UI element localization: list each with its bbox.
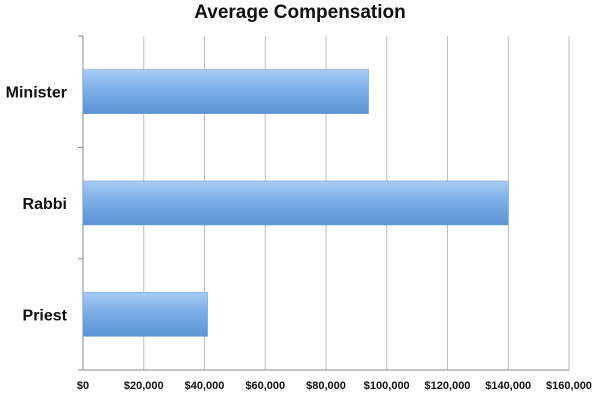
bar-priest xyxy=(82,292,208,337)
chart-title: Average Compensation xyxy=(194,2,406,23)
x-tick-label: $160,000 xyxy=(546,380,592,392)
x-tick-label: $120,000 xyxy=(425,380,471,392)
x-tick-labels: $0 $20,000 $40,000 $60,000 $80,000 $100,000 $1… xyxy=(77,380,592,392)
category-label: Minister xyxy=(6,85,67,102)
x-tick-label: $80,000 xyxy=(306,380,346,392)
category-labels: Minister Rabbi Priest xyxy=(6,85,68,325)
bar-rabbi xyxy=(82,180,509,226)
bars xyxy=(82,69,509,337)
x-tick-label: $60,000 xyxy=(245,380,285,392)
x-tick-label: $0 xyxy=(77,380,89,392)
bar-minister xyxy=(82,69,369,114)
category-label: Priest xyxy=(23,307,68,324)
x-tick-label: $20,000 xyxy=(124,380,164,392)
category-label: Rabbi xyxy=(23,196,67,213)
x-tick-label: $140,000 xyxy=(485,380,531,392)
x-tick-label: $100,000 xyxy=(364,380,410,392)
x-tick-label: $40,000 xyxy=(185,380,225,392)
